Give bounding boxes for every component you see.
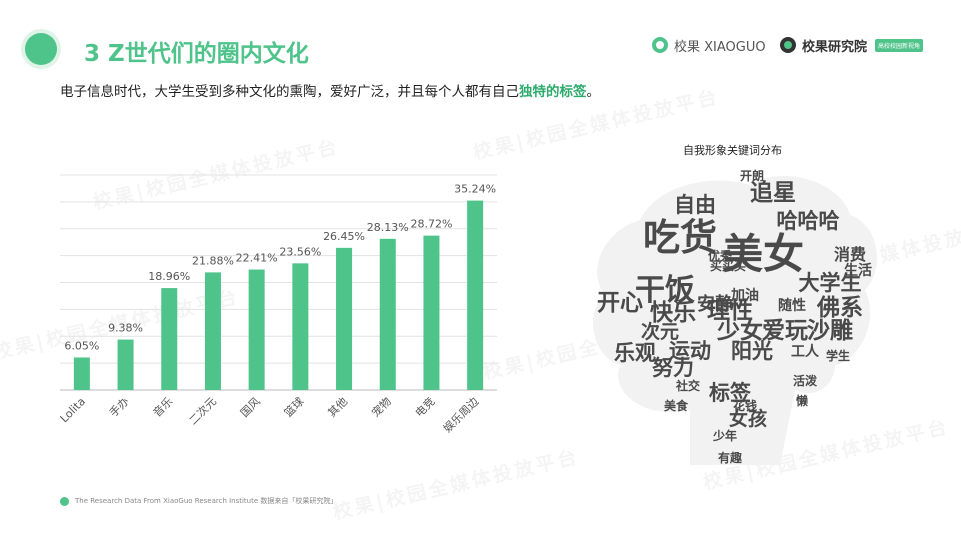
cloud-word-30: 懒 bbox=[796, 393, 808, 408]
brand-research-label: 校果研究院 bbox=[802, 39, 868, 55]
footer-dot-icon bbox=[60, 496, 69, 506]
bar-0 bbox=[73, 357, 90, 390]
bar-7 bbox=[379, 238, 396, 390]
subtitle-main: 电子信息时代，大学生受到多种文化的熏陶，爱好广泛，并且每个人都有自己 bbox=[60, 84, 519, 100]
cloud-word-6: 开心 bbox=[597, 290, 643, 316]
cloud-silhouette bbox=[593, 176, 877, 465]
tick-label-3: 二次元 bbox=[186, 394, 219, 427]
cloud-word-35: 开朗 bbox=[740, 168, 764, 183]
cloud-word-31: 社交 bbox=[675, 378, 700, 393]
cloud-word-16: 阳光 bbox=[731, 339, 773, 363]
cloud-word-19: 女孩 bbox=[729, 407, 767, 430]
footer-source: The Research Data From XiaoGuo Research … bbox=[60, 496, 337, 506]
cloud-word-10: 佛系 bbox=[816, 295, 863, 321]
cloud-word-25: 随性 bbox=[778, 297, 806, 314]
word-cloud-title: 自我形象关键词分布 bbox=[683, 144, 782, 157]
data-label-0: 6.05% bbox=[64, 339, 99, 352]
data-label-1: 9.38% bbox=[108, 322, 143, 335]
brand-xiaoguo: 校果 XIAOGUO bbox=[652, 36, 766, 55]
bar-9 bbox=[467, 200, 484, 390]
cloud-word-8: 理性 bbox=[707, 298, 753, 324]
tick-label-9: 娱乐周边 bbox=[440, 394, 481, 435]
tick-label-8: 电竞 bbox=[412, 394, 437, 419]
cloud-word-4: 哈哈哈 bbox=[777, 209, 840, 233]
brand-research-institute: 校果研究院 高校校园新视角 bbox=[780, 36, 924, 55]
cloud-word-17: 努力 bbox=[652, 356, 694, 380]
bar-6 bbox=[336, 247, 353, 390]
cloud-word-29: 活泼 bbox=[793, 373, 818, 388]
cloud-word-36: 买买买 bbox=[710, 259, 746, 273]
cloud-word-20: 次元 bbox=[641, 320, 679, 343]
cloud-word-37: 优秀 bbox=[708, 248, 733, 263]
brand-research-tag: 高校校园新视角 bbox=[875, 38, 924, 52]
data-label-3: 21.88% bbox=[192, 254, 234, 267]
tick-label-7: 宠物 bbox=[368, 394, 393, 419]
cloud-word-15: 运动 bbox=[669, 339, 711, 363]
bar-8 bbox=[423, 235, 440, 390]
cloud-word-2: 干饭 bbox=[635, 273, 695, 308]
tick-label-0: Lolita bbox=[58, 395, 88, 425]
tick-label-1: 手办 bbox=[106, 394, 131, 419]
subtitle-end: 。 bbox=[586, 84, 601, 100]
data-label-7: 28.13% bbox=[367, 221, 409, 234]
tick-label-4: 国风 bbox=[238, 395, 263, 420]
data-label-8: 28.72% bbox=[410, 218, 452, 231]
title-marker-dot bbox=[25, 33, 57, 65]
cloud-word-34: 花钱 bbox=[733, 398, 757, 413]
tick-label-2: 音乐 bbox=[150, 394, 175, 419]
data-label-4: 22.41% bbox=[236, 252, 278, 265]
cloud-word-22: 消费 bbox=[834, 245, 866, 264]
bar-2 bbox=[161, 288, 178, 390]
cloud-word-12: 爱玩 bbox=[762, 318, 808, 344]
brand-xiaoguo-label: 校果 XIAOGUO bbox=[674, 39, 766, 55]
cloud-word-32: 学生 bbox=[826, 348, 850, 363]
cloud-word-23: 生活 bbox=[844, 262, 872, 279]
cloud-word-24: 加油 bbox=[730, 287, 759, 304]
data-label-6: 26.45% bbox=[323, 230, 365, 243]
bar-1 bbox=[117, 339, 134, 390]
bar-5 bbox=[292, 263, 309, 390]
cloud-word-1: 吃货 bbox=[643, 216, 717, 259]
cloud-word-27: 少年 bbox=[712, 428, 737, 443]
cloud-word-3: 追星 bbox=[750, 179, 796, 206]
cloud-word-28: 有趣 bbox=[718, 450, 743, 465]
xiaoguo-logo-icon bbox=[652, 37, 668, 53]
cloud-word-9: 大学生 bbox=[799, 271, 862, 295]
bar-3 bbox=[204, 272, 221, 390]
tick-label-5: 篮球 bbox=[281, 394, 306, 419]
cloud-word-11: 少女 bbox=[716, 317, 763, 344]
cloud-word-21: 安静 bbox=[697, 293, 733, 315]
footer-source-text: The Research Data From XiaoGuo Research … bbox=[75, 497, 338, 505]
page-title: 3 Z世代们的圈内文化 bbox=[84, 41, 309, 67]
research-logo-icon bbox=[780, 37, 796, 53]
cloud-word-26: 工人 bbox=[791, 343, 820, 360]
tick-label-6: 其他 bbox=[325, 395, 350, 420]
data-label-9: 35.24% bbox=[454, 183, 496, 196]
data-label-2: 18.96% bbox=[148, 270, 190, 283]
bar-4 bbox=[248, 269, 265, 390]
cloud-word-0: 美女 bbox=[722, 230, 804, 278]
data-label-5: 23.56% bbox=[279, 245, 321, 258]
cloud-word-18: 标签 bbox=[709, 381, 752, 405]
page-subtitle: 电子信息时代，大学生受到多种文化的熏陶，爱好广泛，并且每个人都有自己独特的标签。 bbox=[60, 80, 600, 100]
cloud-word-7: 快乐 bbox=[650, 300, 696, 326]
cloud-word-13: 沙雕 bbox=[807, 317, 853, 344]
cloud-word-14: 乐观 bbox=[614, 341, 656, 365]
cloud-word-5: 自由 bbox=[674, 193, 716, 217]
subtitle-highlight: 独特的标签 bbox=[519, 84, 587, 100]
cloud-word-33: 美食 bbox=[664, 398, 689, 413]
